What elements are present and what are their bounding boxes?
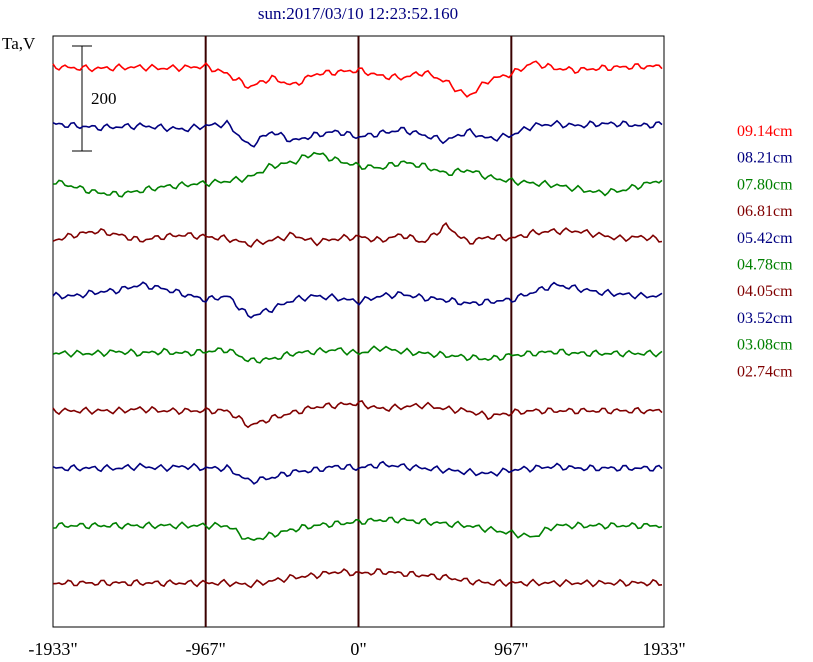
- legend-entry: 04.78cm: [737, 257, 793, 274]
- vertical-marker-lines: [204, 36, 513, 627]
- chart-title: sun:2017/03/10 12:23:52.160: [258, 4, 458, 23]
- series-line-05.42cm: [52, 281, 663, 319]
- legend-entry: 07.80cm: [737, 176, 793, 193]
- legend-entry: 04.05cm: [737, 283, 793, 300]
- x-tick-label: 1933": [642, 639, 685, 659]
- series-line-08.21cm: [52, 119, 663, 148]
- legend-entry: 06.81cm: [737, 203, 793, 220]
- series-line-04.05cm: [52, 399, 663, 429]
- x-tick-label: -967": [185, 639, 225, 659]
- series-line-04.78cm: [52, 345, 663, 364]
- legend: 09.14cm 08.21cm 07.80cm 06.81cm 05.42cm 04.78…: [737, 123, 793, 380]
- y-axis-label: Ta,V: [2, 34, 36, 53]
- series-line-02.74cm: [52, 568, 663, 589]
- legend-entry: 03.52cm: [737, 310, 793, 327]
- x-tick-label: 967": [494, 639, 528, 659]
- x-tick-labels: -1933" -967" 0" 967" 1933": [28, 639, 685, 659]
- legend-entry: 05.42cm: [737, 230, 793, 247]
- legend-entry: 02.74cm: [737, 363, 793, 380]
- series-line-03.52cm: [52, 460, 663, 485]
- x-tick-label: -1933": [28, 639, 77, 659]
- series-line-09.14cm: [52, 60, 663, 98]
- legend-entry: 08.21cm: [737, 150, 793, 167]
- series-line-07.80cm: [52, 151, 663, 198]
- legend-entry: 03.08cm: [737, 337, 793, 354]
- scale-bar-label: 200: [91, 89, 117, 108]
- series-line-06.81cm: [52, 221, 663, 248]
- scale-bar: 200: [72, 45, 117, 152]
- legend-entry: 09.14cm: [737, 123, 793, 140]
- series-line-03.08cm: [52, 516, 663, 541]
- x-tick-label: 0": [350, 639, 366, 659]
- series-group: [52, 60, 663, 589]
